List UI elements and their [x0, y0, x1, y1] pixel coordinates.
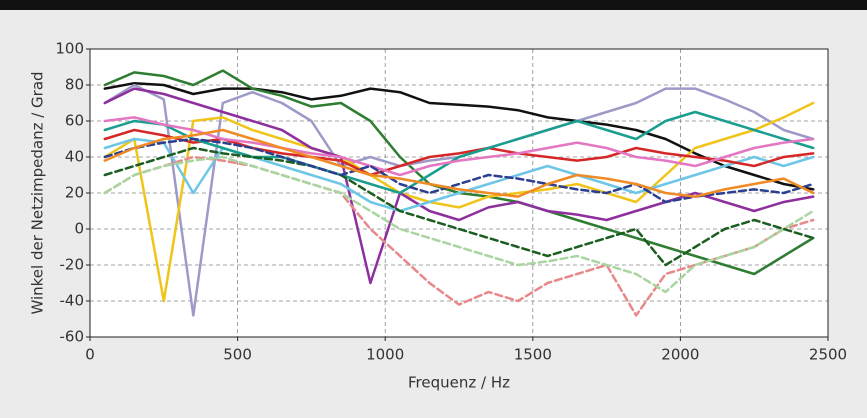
series-line	[103, 116, 815, 177]
x-tick-label: 500	[223, 346, 252, 364]
y-tick-label: -40	[60, 292, 85, 310]
lines	[103, 69, 815, 317]
y-tick-label: -60	[60, 328, 85, 346]
series-line	[103, 155, 815, 294]
y-tick-label: 80	[65, 76, 84, 94]
top-bar	[0, 0, 867, 10]
series-line	[103, 128, 815, 198]
series-line	[103, 146, 815, 267]
y-tick-label: -20	[60, 256, 85, 274]
y-tick-label: 0	[74, 220, 84, 238]
x-tick-label: 1500	[514, 346, 552, 364]
series-line	[103, 110, 815, 195]
series-line	[103, 87, 815, 285]
x-tick-label: 2000	[661, 346, 699, 364]
x-tick-label: 0	[85, 346, 95, 364]
y-tick-label: 40	[65, 148, 84, 166]
y-tick-label: 100	[55, 40, 84, 58]
x-tick-label: 1000	[366, 346, 404, 364]
y-axis-label: Winkel der Netzimpedanz / Grad	[29, 71, 47, 314]
x-axis-label: Frequenz / Hz	[408, 374, 510, 392]
series-line	[103, 101, 815, 303]
x-tick-label: 2500	[809, 346, 847, 364]
y-tick-label: 60	[65, 112, 84, 130]
series-line	[103, 81, 815, 191]
y-tick-label: 20	[65, 184, 84, 202]
